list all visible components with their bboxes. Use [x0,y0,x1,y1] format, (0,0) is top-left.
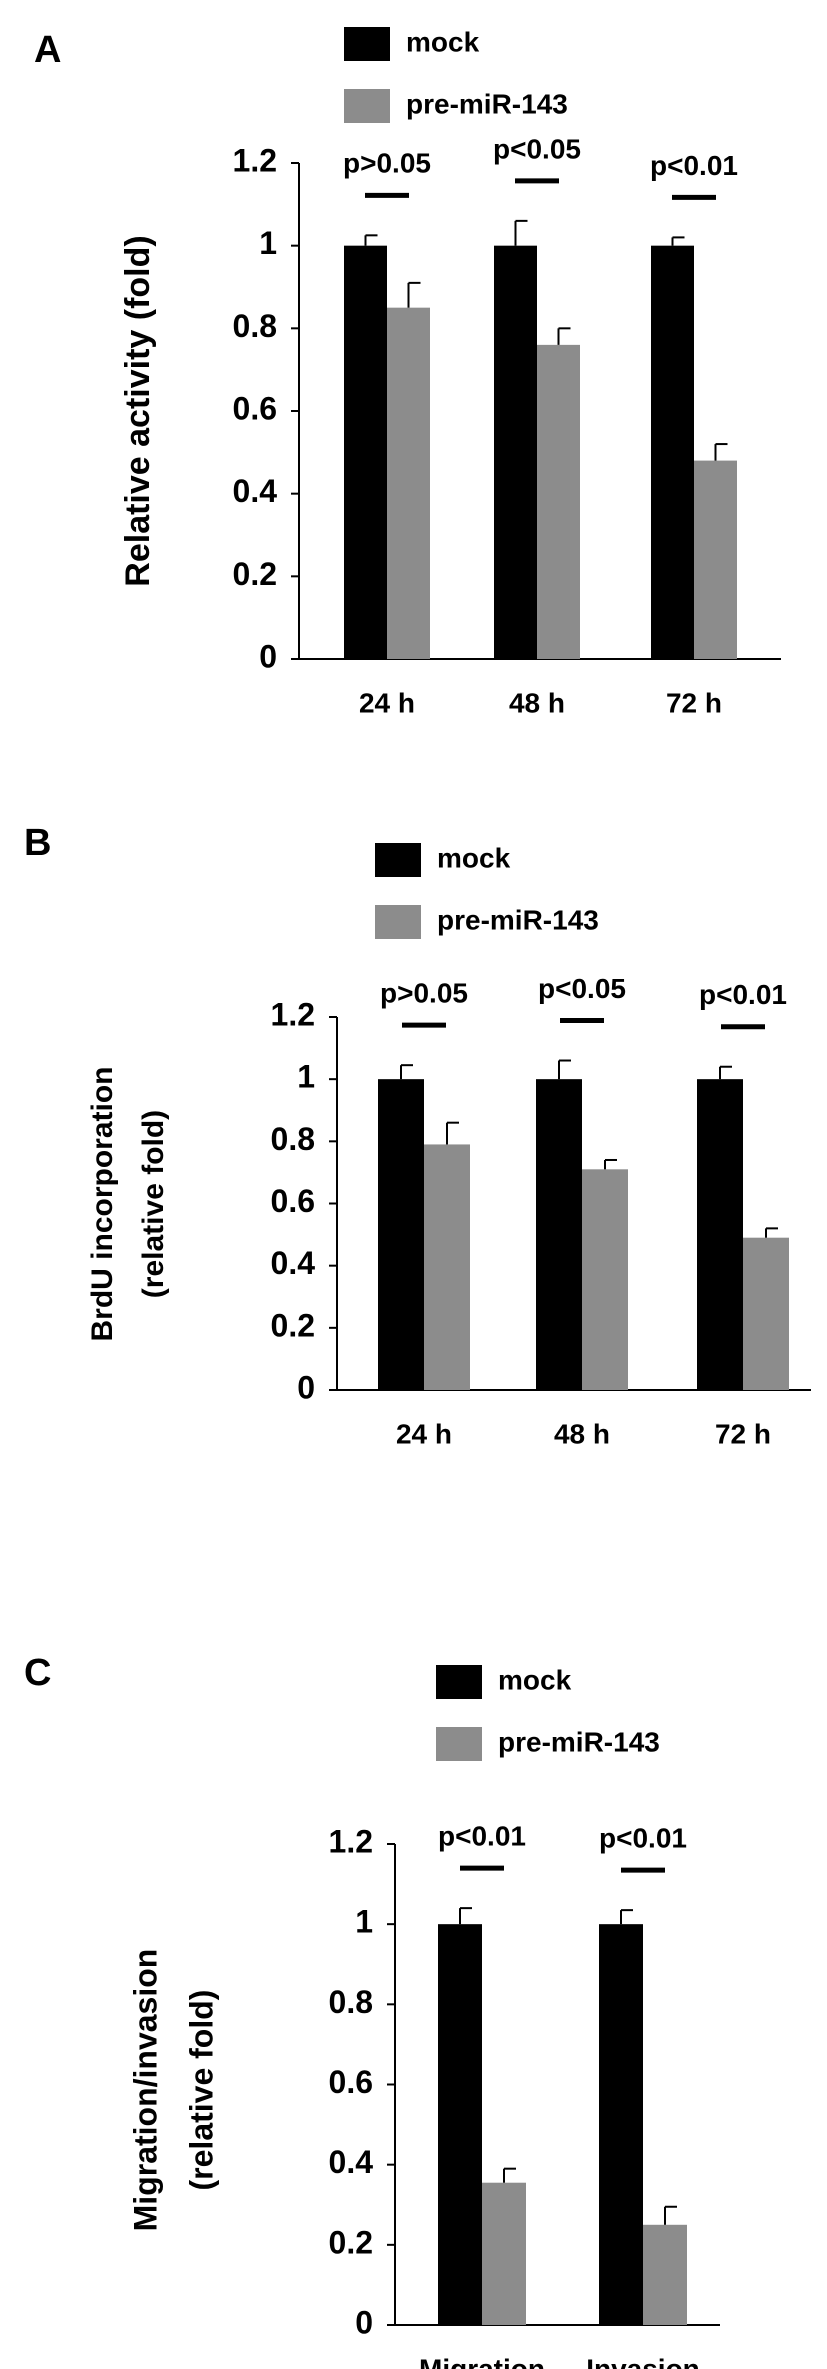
error-bar [400,1064,413,1080]
y-tick-label: 0.2 [233,556,277,592]
legend-label: pre-miR-143 [498,1726,660,1757]
significance-label: p<0.01 [599,1823,687,1854]
significance-label: p<0.01 [438,1821,526,1852]
significance-label: p>0.05 [343,148,431,179]
bar [537,344,580,659]
bar [582,1169,628,1390]
y-tick-label: 0.4 [233,473,278,509]
panel-label: A [34,29,61,71]
significance-label: p<0.05 [493,133,581,164]
bar [378,1079,424,1390]
y-axis-label: Relative activity (fold) [119,235,157,586]
legend-swatch [344,89,390,123]
x-tick-label: 24 h [396,1418,452,1449]
legend-swatch [436,1727,482,1761]
y-axis-label: (relative fold) [137,1110,170,1298]
error-bar [765,1227,778,1238]
x-tick-label: 48 h [509,687,565,718]
error-bar [459,1907,472,1925]
y-tick-label: 0 [297,1369,315,1405]
y-tick-label: 0.6 [271,1183,315,1219]
error-bar [620,1909,633,1925]
error-bar [671,236,685,246]
x-tick-label: 48 h [554,1418,610,1449]
y-tick-label: 1.2 [329,1823,373,1859]
y-tick-label: 0 [355,2304,373,2340]
y-axis-label: (relative fold) [183,1990,219,2191]
significance-label: p<0.01 [650,150,738,181]
legend-swatch [375,843,421,877]
y-tick-label: 0.2 [271,1307,315,1343]
panel-label: C [24,1652,51,1694]
y-tick-label: 0.8 [271,1121,315,1157]
x-tick-label: 72 h [666,687,722,718]
y-tick-label: 0.6 [329,2064,373,2100]
bar [494,245,537,659]
y-tick-label: 1 [355,1904,373,1940]
legend-swatch [436,1665,482,1699]
error-bar [514,219,528,246]
legend-label: mock [498,1664,572,1695]
legend-label: mock [437,842,511,873]
error-bar [446,1121,459,1145]
bar [651,245,694,659]
significance-label: p<0.05 [538,973,626,1004]
error-bar [714,443,728,461]
legend-label: mock [406,26,480,57]
y-tick-label: 0.4 [271,1245,316,1281]
significance-label: p<0.01 [699,979,787,1010]
y-tick-label: 0.8 [233,308,277,344]
error-bar [557,327,571,345]
legend-swatch [344,27,390,61]
y-tick-label: 1.2 [271,996,315,1032]
error-bar [558,1059,571,1080]
bar [438,1924,482,2325]
y-tick-label: 0.6 [233,390,277,426]
y-tick-label: 1.2 [233,142,277,178]
bar [482,2182,526,2325]
y-axis-label: Migration/invasion [127,1949,163,2232]
x-tick-label: 72 h [715,1418,771,1449]
y-tick-label: 0.4 [329,2144,374,2180]
error-bar [604,1158,617,1170]
error-bar [664,2205,677,2225]
error-bar [503,2167,516,2183]
bar [599,1924,643,2325]
bar [643,2224,687,2325]
y-tick-label: 0.8 [329,1984,373,2020]
panel-label: B [24,822,51,864]
y-tick-label: 0.2 [329,2224,373,2260]
legend-label: pre-miR-143 [406,88,568,119]
x-tick-label: Invasion [586,2353,700,2369]
error-bar [364,234,378,246]
bar [387,307,430,659]
y-tick-label: 0 [259,638,277,674]
y-axis-label: BrdU incorporation [86,1067,119,1342]
bar [697,1079,743,1390]
y-tick-label: 1 [297,1059,315,1095]
legend-swatch [375,905,421,939]
bar [344,245,387,659]
bar [536,1079,582,1390]
y-tick-label: 1 [259,225,277,261]
bar [424,1144,470,1390]
error-bar [407,281,421,308]
bar [694,460,737,659]
error-bar [719,1065,732,1080]
significance-label: p>0.05 [380,978,468,1009]
legend-label: pre-miR-143 [437,904,599,935]
x-tick-label: Migration [419,2353,545,2369]
x-tick-label: 24 h [359,687,415,718]
bar [743,1237,789,1390]
